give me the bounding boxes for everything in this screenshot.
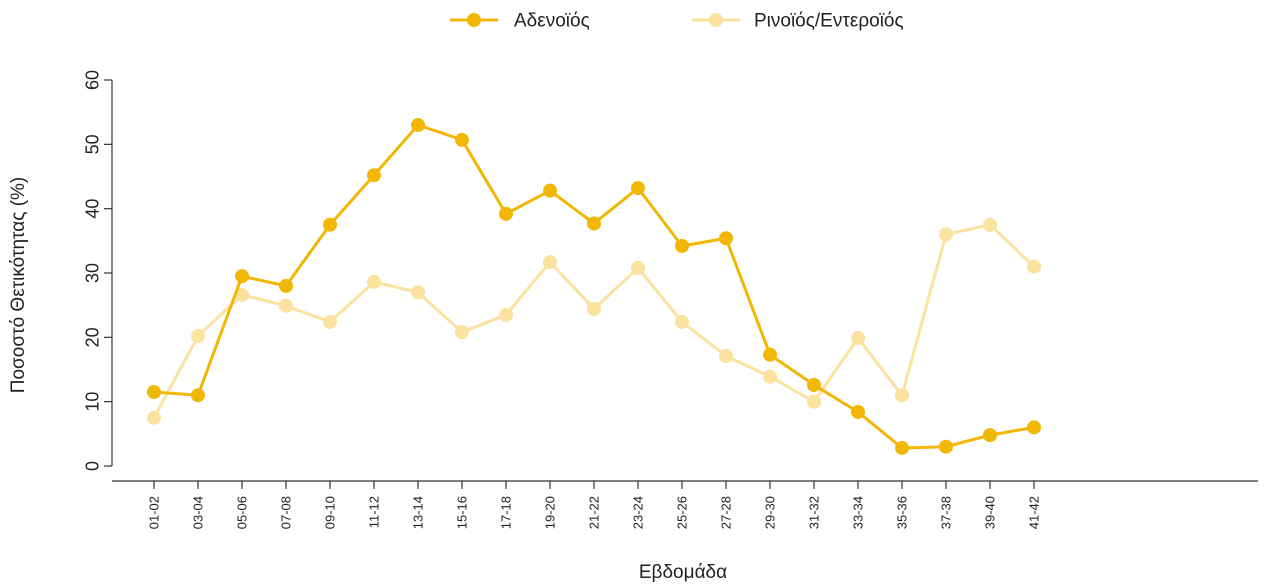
x-tick-label: 25-26 xyxy=(675,496,690,529)
data-point xyxy=(939,227,953,242)
x-tick-label: 41-42 xyxy=(1027,496,1042,529)
x-tick-label: 03-04 xyxy=(191,496,206,529)
data-point xyxy=(763,369,777,384)
data-point xyxy=(983,217,997,232)
x-tick-label: 05-06 xyxy=(235,496,250,529)
x-tick-label: 19-20 xyxy=(543,496,558,529)
y-tick-label: 60 xyxy=(82,70,102,90)
data-point xyxy=(543,255,557,270)
data-point xyxy=(279,298,293,313)
x-axis-ticks: 01-02 03-04 05-06 07-08 09-10 11-12 13-14 15-16… xyxy=(147,481,1042,529)
data-point xyxy=(191,329,205,344)
data-point xyxy=(719,348,733,363)
y-axis-title: Ποσοστό Θετικότητας (%) xyxy=(8,177,29,393)
data-point xyxy=(411,118,425,133)
data-point xyxy=(543,183,557,198)
data-point xyxy=(455,325,469,340)
y-tick-label: 30 xyxy=(82,263,102,283)
data-point xyxy=(895,440,909,455)
data-point xyxy=(587,216,601,231)
y-tick-label: 0 xyxy=(82,461,102,471)
x-tick-label: 29-30 xyxy=(763,496,778,529)
series-1 xyxy=(147,118,1041,455)
x-tick-label: 31-32 xyxy=(807,496,822,529)
x-tick-label: 37-38 xyxy=(939,496,954,529)
x-tick-label: 39-40 xyxy=(983,496,998,529)
data-point xyxy=(895,388,909,403)
data-point xyxy=(983,428,997,443)
data-point xyxy=(455,132,469,147)
data-point xyxy=(323,217,337,232)
legend-label: Ρινοϊός/Εντεροϊός xyxy=(754,11,904,32)
axes: 0 10 20 30 40 50 60 01-02 03-04 05-06 07-08 09-10 1… xyxy=(82,70,1258,529)
data-point xyxy=(323,314,337,329)
legend-item: Αδενοϊός xyxy=(450,11,590,32)
x-tick-label: 35-36 xyxy=(895,496,910,529)
data-point xyxy=(1027,259,1041,274)
data-point xyxy=(499,206,513,221)
data-point xyxy=(147,410,161,425)
data-point xyxy=(367,275,381,290)
y-tick-label: 50 xyxy=(82,134,102,154)
data-point xyxy=(279,278,293,293)
x-tick-label: 13-14 xyxy=(411,496,426,529)
x-tick-label: 33-34 xyxy=(851,496,866,529)
data-point xyxy=(631,260,645,275)
legend-swatch-marker xyxy=(709,13,723,27)
x-tick-label: 11-12 xyxy=(367,496,382,528)
y-tick-label: 40 xyxy=(82,199,102,219)
x-tick-label: 17-18 xyxy=(499,496,514,529)
data-point xyxy=(147,385,161,400)
data-point xyxy=(235,287,249,302)
x-tick-label: 09-10 xyxy=(323,496,338,529)
data-point xyxy=(807,394,821,409)
data-point xyxy=(719,231,733,246)
data-point xyxy=(1027,420,1041,435)
x-tick-label: 01-02 xyxy=(147,496,162,529)
data-point xyxy=(851,404,865,419)
y-tick-label: 20 xyxy=(82,327,102,347)
legend: Αδενοϊός Ρινοϊός/Εντεροϊός xyxy=(450,11,904,32)
data-point xyxy=(807,377,821,392)
series-2 xyxy=(147,217,1041,425)
y-tick-label: 10 xyxy=(82,392,102,412)
data-point xyxy=(675,238,689,253)
data-point xyxy=(411,285,425,300)
x-tick-label: 21-22 xyxy=(587,496,602,529)
legend-swatch-marker xyxy=(467,13,481,27)
data-point xyxy=(851,330,865,345)
x-tick-label: 15-16 xyxy=(455,496,470,529)
x-axis-title: Εβδομάδα xyxy=(639,562,727,583)
y-axis-ticks: 0 10 20 30 40 50 60 xyxy=(82,70,112,471)
data-point xyxy=(499,307,513,322)
data-point xyxy=(631,181,645,196)
x-tick-label: 07-08 xyxy=(279,496,294,529)
data-point xyxy=(939,439,953,454)
legend-item: Ρινοϊός/Εντεροϊός xyxy=(692,11,904,32)
data-point xyxy=(675,314,689,329)
legend-label: Αδενοϊός xyxy=(514,11,590,32)
data-point xyxy=(763,347,777,362)
x-tick-label: 23-24 xyxy=(631,496,646,529)
data-point xyxy=(235,269,249,284)
data-point xyxy=(191,388,205,403)
series-layer xyxy=(147,118,1041,455)
data-point xyxy=(367,168,381,183)
x-tick-label: 27-28 xyxy=(719,496,734,529)
data-point xyxy=(587,302,601,317)
